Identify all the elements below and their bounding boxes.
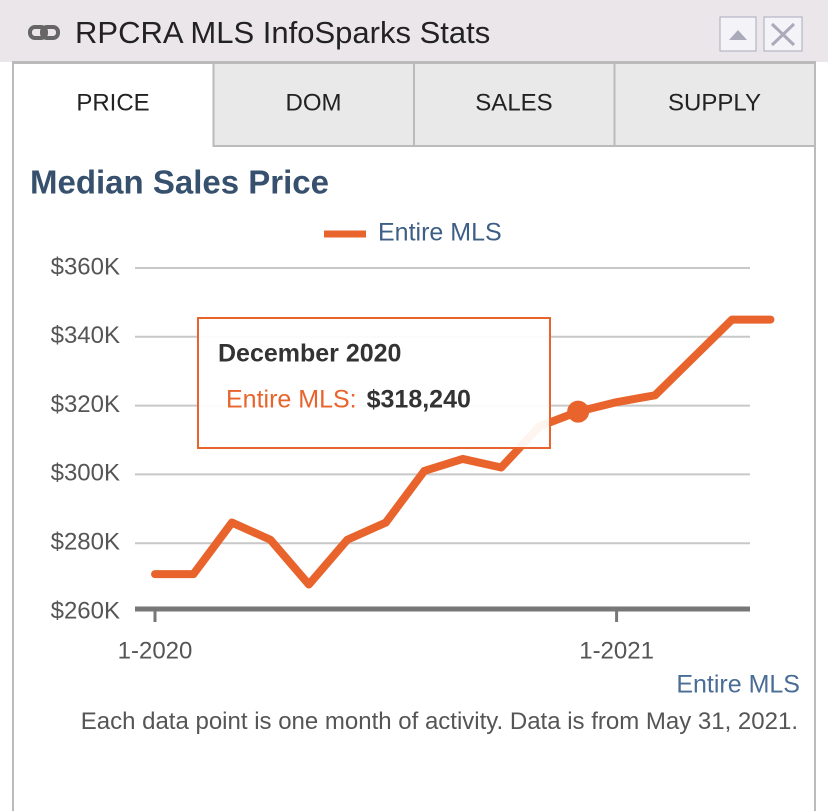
x-tick-label: 1-2020 bbox=[118, 637, 193, 664]
tooltip-title: December 2020 bbox=[218, 340, 401, 368]
line-series bbox=[151, 315, 775, 589]
tooltip-box bbox=[197, 317, 551, 449]
collapse-icon bbox=[729, 30, 747, 40]
hover-point bbox=[567, 400, 590, 423]
y-tick-label: $320K bbox=[51, 391, 120, 418]
close-icon bbox=[770, 22, 796, 47]
credit: Entire MLS bbox=[676, 671, 800, 699]
y-tick-label: $340K bbox=[51, 322, 120, 349]
tab-label[interactable]: PRICE bbox=[76, 89, 149, 116]
y-tick-label: $360K bbox=[51, 253, 120, 280]
tab-label[interactable]: SUPPLY bbox=[668, 89, 761, 116]
panel-bg bbox=[752, 260, 812, 360]
tab-label[interactable]: DOM bbox=[286, 89, 342, 116]
chart-title: Median Sales Price bbox=[30, 164, 329, 201]
link-icon bbox=[28, 25, 60, 40]
y-tick-label: $280K bbox=[51, 529, 120, 556]
x-tick-label: 1-2021 bbox=[579, 637, 654, 664]
y-tick-label: $260K bbox=[51, 597, 120, 624]
header-bar bbox=[0, 0, 828, 62]
tab[interactable] bbox=[12, 62, 215, 147]
tooltip-value: $318,240 bbox=[367, 386, 471, 414]
tab-label[interactable]: SALES bbox=[475, 89, 552, 116]
tooltip-label: Entire MLS: bbox=[226, 386, 357, 414]
tab[interactable] bbox=[212, 62, 415, 147]
tab[interactable] bbox=[413, 62, 616, 147]
widget-title: RPCRA MLS InfoSparks Stats bbox=[75, 15, 490, 50]
footnote: Each data point is one month of activity… bbox=[80, 708, 798, 735]
legend-label: Entire MLS bbox=[378, 219, 502, 247]
y-tick-label: $300K bbox=[51, 460, 120, 487]
tab[interactable] bbox=[613, 62, 816, 147]
